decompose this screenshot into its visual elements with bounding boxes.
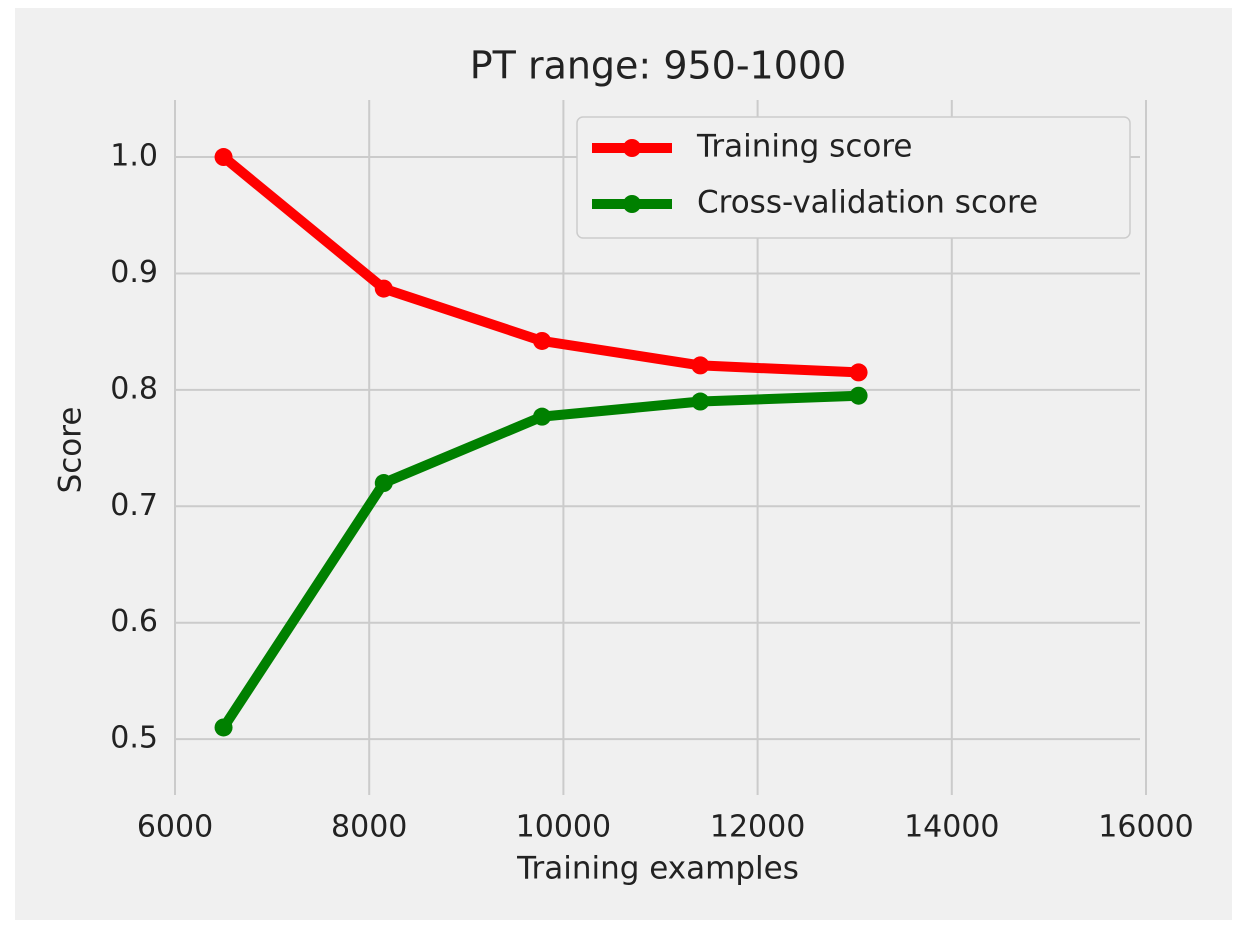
y-tick-label: 0.5	[110, 721, 158, 756]
chart-title: PT range: 950-1000	[470, 44, 847, 88]
series-marker	[849, 363, 868, 382]
x-tick-label: 6000	[137, 810, 213, 845]
series-marker	[533, 331, 552, 350]
series-marker	[849, 386, 868, 405]
series-marker	[214, 148, 233, 167]
x-tick-label: 8000	[331, 810, 407, 845]
x-tick-label: 12000	[710, 810, 805, 845]
y-axis-label: Score	[53, 407, 89, 494]
y-tick-label: 1.0	[110, 139, 158, 174]
y-tick-label: 0.8	[110, 371, 158, 406]
legend-marker	[623, 139, 641, 157]
plot	[214, 148, 868, 737]
series-marker	[374, 279, 393, 298]
x-tick-label: 10000	[516, 810, 611, 845]
y-tick-label: 0.7	[110, 488, 158, 523]
legend-box	[576, 116, 1131, 239]
legend-label: Training score	[696, 129, 912, 165]
y-tick-label: 0.9	[110, 255, 158, 290]
series-marker	[691, 392, 710, 411]
grid: 0.5 0.6 0.7 0.8 0.9 1.0 6000 8000 10000 12000 1400…	[110, 100, 1194, 845]
series-marker	[533, 407, 552, 426]
series-marker	[691, 356, 710, 375]
legend: Training score Cross-validation score	[576, 116, 1131, 239]
x-axis-label: Training examples	[516, 851, 799, 887]
series-marker	[374, 474, 393, 493]
y-tick-label: 0.6	[110, 604, 158, 639]
x-tick-label: 14000	[904, 810, 999, 845]
legend-label: Cross-validation score	[697, 185, 1038, 221]
x-tick-label: 16000	[1098, 810, 1193, 845]
series-marker	[214, 718, 233, 737]
legend-marker	[623, 195, 641, 213]
